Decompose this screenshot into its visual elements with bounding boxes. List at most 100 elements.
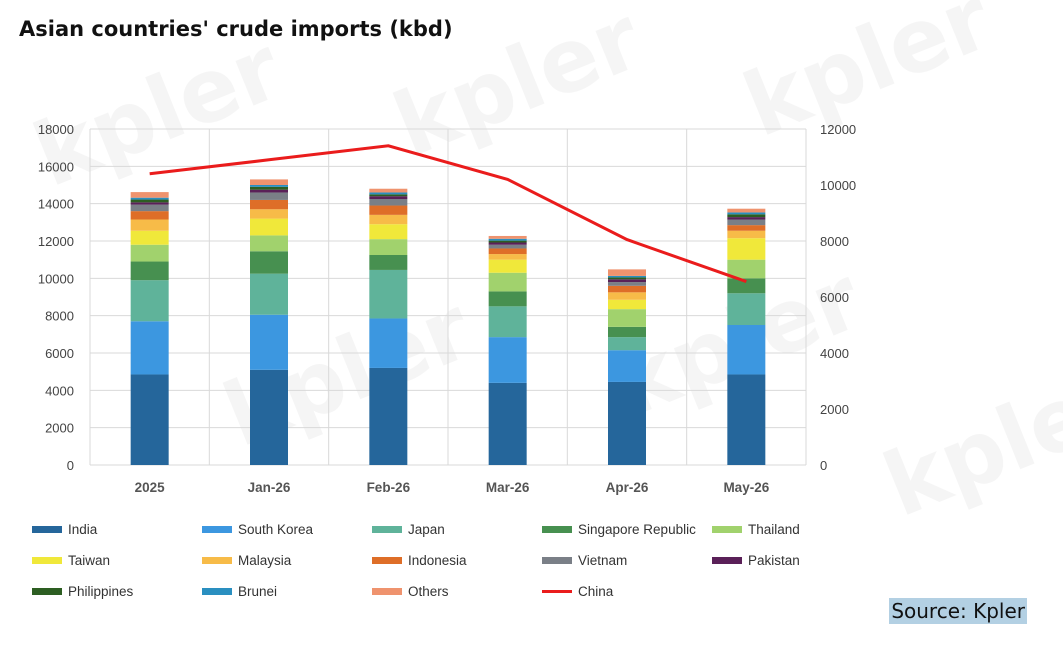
legend-swatch xyxy=(372,526,402,533)
bar-segment-singapore-republic xyxy=(250,251,288,274)
bar-segment-india xyxy=(727,374,766,465)
y-tick-label: 14000 xyxy=(38,197,74,212)
bar-segment-pakistan xyxy=(488,242,527,245)
legend-item-vietnam: Vietnam xyxy=(542,551,712,570)
bar-segment-philippines xyxy=(608,277,646,280)
bar-segment-south-korea xyxy=(250,314,288,370)
bar-segment-others xyxy=(488,235,527,239)
bar-segment-others xyxy=(250,179,288,185)
bar-segment-others xyxy=(130,192,169,198)
legend-label: Philippines xyxy=(68,584,134,599)
bar-segment-south-korea xyxy=(130,321,169,375)
chart-title: Asian countries' crude imports (kbd) xyxy=(19,17,453,41)
bar-segment-pakistan xyxy=(727,217,766,220)
bar-segment-others xyxy=(369,188,408,193)
bar-segment-japan xyxy=(727,293,766,325)
y2-tick-label: 8000 xyxy=(820,234,849,249)
x-tick-label: May-26 xyxy=(723,480,769,495)
bar-segment-india xyxy=(250,369,288,465)
bar-segment-india xyxy=(369,367,408,465)
bar-segment-japan xyxy=(488,306,527,338)
bar-segment-thailand xyxy=(250,235,288,252)
y2-tick-label: 6000 xyxy=(820,290,849,305)
legend-label: Taiwan xyxy=(68,553,111,568)
legend-swatch xyxy=(32,588,62,595)
y-tick-label: 18000 xyxy=(38,122,74,137)
legend: India South Korea Japan Singapore Republic T… xyxy=(32,520,822,601)
bar-segment-malaysia xyxy=(130,219,169,231)
bar-segment-thailand xyxy=(369,239,408,255)
x-tick-label: Feb-26 xyxy=(367,480,411,495)
bar-segment-singapore-republic xyxy=(369,255,408,270)
bar-segment-philippines xyxy=(488,240,527,243)
bar-segment-thailand xyxy=(727,259,766,279)
bar-segment-south-korea xyxy=(727,325,766,375)
bar-segment-philippines xyxy=(130,199,169,203)
x-tick-label: 2025 xyxy=(135,480,166,495)
bar-segment-indonesia xyxy=(727,225,766,231)
bar-segment-philippines xyxy=(727,214,766,218)
bar-segment-singapore-republic xyxy=(130,261,169,281)
bar-segment-brunei xyxy=(727,212,766,215)
bar-segment-malaysia xyxy=(727,230,766,239)
bar-segment-japan xyxy=(130,280,169,322)
bar-segment-pakistan xyxy=(130,202,169,205)
legend-swatch xyxy=(712,557,742,564)
legend-swatch xyxy=(202,588,232,595)
bar-segment-malaysia xyxy=(369,214,408,225)
bar-segment-brunei xyxy=(130,197,169,200)
bar-segment-india xyxy=(130,374,169,465)
y-tick-label: 0 xyxy=(67,458,74,473)
bar-segment-vietnam xyxy=(727,219,766,226)
legend-label: Indonesia xyxy=(408,553,467,568)
legend-label: Malaysia xyxy=(238,553,292,568)
legend-label: Vietnam xyxy=(578,553,628,568)
bar-segment-south-korea xyxy=(608,350,646,382)
y-tick-label: 12000 xyxy=(38,234,74,249)
axis-labels: 0 2000 4000 6000 8000 10000 12000 14000 16000 180… xyxy=(38,122,856,495)
bar-segment-taiwan xyxy=(488,259,527,273)
bar-segment-south-korea xyxy=(488,337,527,383)
bar-segment-taiwan xyxy=(608,299,646,310)
bar-segment-vietnam xyxy=(488,244,527,249)
bar-segment-taiwan xyxy=(130,230,169,245)
legend-swatch xyxy=(32,526,62,533)
bar-segment-vietnam xyxy=(130,204,169,212)
legend-swatch xyxy=(542,557,572,564)
bar-segment-japan xyxy=(608,337,646,351)
bar-segment-taiwan xyxy=(250,218,288,236)
legend-item-south-korea: South Korea xyxy=(202,520,372,539)
bar-segment-malaysia xyxy=(488,254,527,260)
legend-item-singapore-republic: Singapore Republic xyxy=(542,520,712,539)
bar-segment-indonesia xyxy=(369,205,408,215)
legend-item-japan: Japan xyxy=(372,520,542,539)
legend-item-philippines: Philippines xyxy=(32,582,202,601)
legend-label: Japan xyxy=(408,522,445,537)
source-label: Source: Kpler xyxy=(889,598,1027,624)
legend-item-pakistan: Pakistan xyxy=(712,551,822,570)
legend-swatch xyxy=(372,557,402,564)
legend-item-indonesia: Indonesia xyxy=(372,551,542,570)
bar-segment-pakistan xyxy=(608,279,646,283)
y-tick-label: 6000 xyxy=(45,346,74,361)
legend-item-thailand: Thailand xyxy=(712,520,822,539)
bar-segment-taiwan xyxy=(369,224,408,240)
x-tick-label: Jan-26 xyxy=(248,480,291,495)
bar-segment-others xyxy=(608,269,646,276)
legend-label: Pakistan xyxy=(748,553,800,568)
bar-segment-japan xyxy=(250,273,288,315)
line-series-china xyxy=(149,144,747,284)
bar-segment-thailand xyxy=(608,309,646,327)
y2-tick-label: 2000 xyxy=(820,402,849,417)
x-tick-label: Apr-26 xyxy=(606,480,649,495)
bar-segment-brunei xyxy=(250,185,288,187)
legend-swatch xyxy=(542,526,572,533)
y2-tick-label: 4000 xyxy=(820,346,849,361)
legend-label: Brunei xyxy=(238,584,278,599)
y-tick-label: 10000 xyxy=(38,271,74,286)
legend-swatch xyxy=(202,557,232,564)
y2-tick-label: 0 xyxy=(820,458,827,473)
y-tick-label: 16000 xyxy=(38,159,74,174)
stacked-bars xyxy=(130,179,766,465)
bar-segment-indonesia xyxy=(250,199,288,210)
